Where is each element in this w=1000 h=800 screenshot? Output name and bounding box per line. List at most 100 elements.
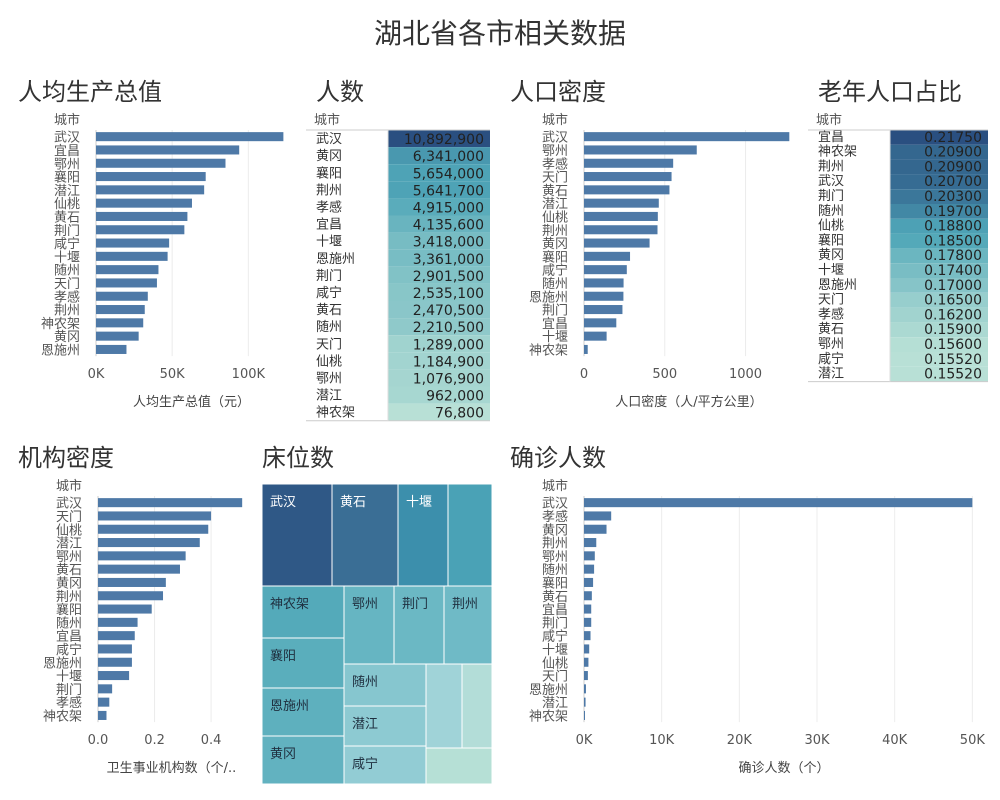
cases-bar <box>584 631 591 641</box>
gdp-tick-label: 0K <box>88 367 105 382</box>
inst-tick-label: 0.2 <box>144 733 165 748</box>
inst-category-label: 恩施州 <box>43 656 82 671</box>
people-category-label: 鄂州 <box>316 372 342 387</box>
people-cell <box>388 198 490 216</box>
density-bar <box>584 132 790 142</box>
inst-tick-label: 0.4 <box>201 733 222 748</box>
people-category-label: 恩施州 <box>316 252 355 267</box>
cases-category-label: 潜江 <box>542 696 568 711</box>
elderly-category-label: 仙桃 <box>818 219 844 234</box>
density-category-label: 鄂州 <box>542 144 568 159</box>
people-cell <box>388 283 490 301</box>
cases-category-label: 荆州 <box>542 536 568 552</box>
people-value-label: 1,289,000 <box>413 337 484 353</box>
gdp-bar <box>96 318 144 328</box>
inst-bar <box>98 671 130 681</box>
gdp-tick-label: 100K <box>232 367 266 382</box>
inst-bar <box>98 551 186 561</box>
cases-x-axis-label: 确诊人数（个） <box>738 761 829 776</box>
gdp-bar <box>96 198 192 208</box>
elderly-value-label: 0.15600 <box>924 337 982 353</box>
inst-bar <box>98 644 132 654</box>
density-category-label: 潜江 <box>542 197 568 212</box>
people-category-label: 黄冈 <box>316 149 342 164</box>
beds-cell-label: 恩施州 <box>270 699 309 714</box>
density-bar <box>584 225 658 235</box>
inst-category-label: 黄石 <box>56 563 82 578</box>
inst-category-label: 荆州 <box>56 589 82 605</box>
density-bar <box>584 265 627 275</box>
gdp-bar <box>96 251 168 261</box>
elderly-value-label: 0.17000 <box>924 278 982 294</box>
elderly-cell <box>890 366 988 382</box>
cases-category-label: 天门 <box>542 670 568 685</box>
gdp-category-label: 荆州 <box>54 303 80 319</box>
inst-bar <box>98 684 113 694</box>
page-title: 湖北省各市相关数据 <box>373 17 626 50</box>
gdp-bar <box>96 132 284 142</box>
inst-tick-label: 0.0 <box>88 733 109 748</box>
cases-bar <box>584 577 594 587</box>
people-value-label: 2,901,500 <box>413 269 484 285</box>
beds-cell <box>343 705 427 747</box>
beds-cell <box>447 484 492 587</box>
cases-bar <box>584 710 585 720</box>
gdp-tick-label: 50K <box>160 367 186 382</box>
gdp-x-axis-label: 人均生产总值（元） <box>133 394 250 410</box>
gdp-bar <box>96 291 148 301</box>
people-cell <box>388 215 490 233</box>
elderly-category-label: 随州 <box>818 204 844 219</box>
gdp-category-label: 十堰 <box>54 250 80 265</box>
beds-cell <box>397 484 449 587</box>
cases-category-label: 襄阳 <box>542 575 568 591</box>
beds-cell <box>331 484 399 587</box>
elderly-category-label: 咸宁 <box>818 351 844 367</box>
gdp-category-label: 荆门 <box>54 223 80 239</box>
elderly-category-label: 黄石 <box>818 322 844 337</box>
density-bar <box>584 211 658 221</box>
inst-category-label: 潜江 <box>56 537 82 552</box>
inst-bar <box>98 697 110 707</box>
people-cell <box>388 181 490 199</box>
density-bar <box>584 305 623 315</box>
cases-bar <box>584 524 607 534</box>
cases-category-label: 宜昌 <box>542 603 568 618</box>
people-cell <box>388 403 490 421</box>
density-category-label: 荆门 <box>542 303 568 319</box>
people-value-label: 5,654,000 <box>413 166 484 182</box>
cases-dim-label: 城市 <box>542 478 568 494</box>
beds-cell <box>343 585 395 665</box>
density-category-label: 神农架 <box>529 343 568 358</box>
inst-x-axis-label: 卫生事业机构数（个/.. <box>107 761 237 776</box>
beds-cell-label: 随州 <box>352 675 378 690</box>
people-cell <box>388 335 490 353</box>
people-category-label: 孝感 <box>316 200 342 216</box>
elderly-category-label: 宜昌 <box>818 130 844 145</box>
inst-category-label: 神农架 <box>43 709 82 724</box>
cases-tick-label: 0K <box>576 733 593 748</box>
gdp-dim-label: 城市 <box>54 112 80 128</box>
elderly-dim-label: 城市 <box>816 112 842 128</box>
density-tick-label: 0 <box>580 367 588 382</box>
inst-category-label: 黄冈 <box>56 576 82 591</box>
cases-tick-label: 40K <box>882 733 908 748</box>
density-category-label: 天门 <box>542 171 568 186</box>
people-value-label: 76,800 <box>435 406 484 422</box>
beds-cell-label: 襄阳 <box>270 648 296 664</box>
elderly-value-label: 0.20700 <box>924 174 982 190</box>
gdp-bar <box>96 305 145 315</box>
gdp-bar <box>96 172 206 182</box>
inst-category-label: 武汉 <box>56 497 82 512</box>
people-category-label: 天门 <box>316 337 342 352</box>
density-bar <box>584 198 659 208</box>
elderly-value-label: 0.17400 <box>924 263 982 279</box>
inst-bar <box>98 577 166 587</box>
density-panel-title: 人口密度 <box>510 78 606 106</box>
people-category-label: 荆门 <box>316 268 342 284</box>
people-category-label: 仙桃 <box>316 354 342 369</box>
beds-cell <box>343 745 427 784</box>
density-dim-label: 城市 <box>542 112 568 128</box>
